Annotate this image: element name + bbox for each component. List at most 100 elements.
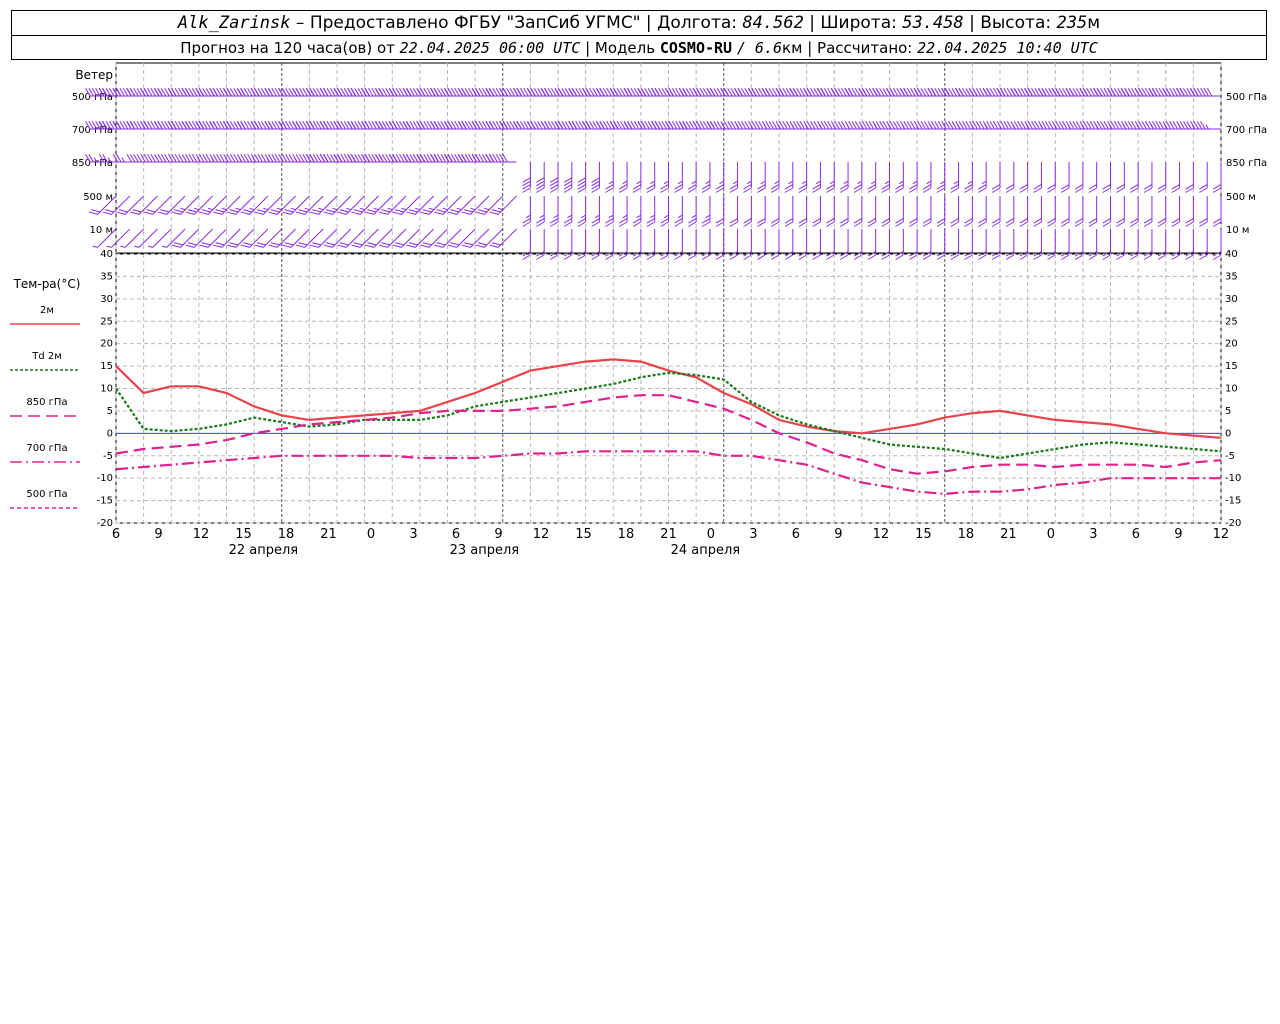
wind-barb-feather bbox=[674, 184, 683, 190]
wind-barb-feather bbox=[549, 180, 559, 187]
wind-barb-feather bbox=[679, 120, 685, 130]
wind-barb-feather bbox=[858, 87, 864, 97]
wind-barb-staff bbox=[166, 228, 186, 248]
wind-barb-feather bbox=[150, 153, 156, 163]
time-tick: 21 bbox=[320, 527, 337, 542]
wind-barb-feather bbox=[630, 87, 636, 97]
wind-barb-feather bbox=[499, 153, 505, 163]
wind-barb-feather bbox=[1155, 87, 1161, 97]
wind-barb-feather bbox=[623, 87, 630, 97]
wind-barb-feather bbox=[340, 153, 346, 163]
wind-barb-feather bbox=[454, 87, 460, 97]
wind-barb bbox=[840, 229, 849, 260]
wind-barb bbox=[1130, 162, 1139, 193]
wind-barb-feather bbox=[654, 87, 661, 97]
wind-barb-feather bbox=[167, 153, 174, 163]
wind-barb bbox=[161, 228, 186, 248]
wind-barb-feather bbox=[812, 187, 821, 193]
wind-barb-feather bbox=[102, 87, 108, 97]
time-tick: 21 bbox=[660, 527, 677, 542]
wind-barb-feather bbox=[121, 157, 125, 163]
wind-barb bbox=[1088, 229, 1098, 260]
wind-barb-feather bbox=[1074, 254, 1084, 260]
wind-barb-feather bbox=[330, 153, 336, 163]
wind-barb-feather bbox=[306, 87, 312, 97]
wind-barb-feather bbox=[395, 209, 405, 213]
wind-barb-feather bbox=[826, 254, 835, 260]
wind-barb-feather bbox=[105, 120, 112, 130]
wind-barb-feather bbox=[699, 120, 705, 130]
wind-barb-feather bbox=[789, 87, 795, 97]
wind-barb-feather bbox=[875, 87, 882, 97]
temp-series-3 bbox=[115, 450, 1221, 496]
wind-barb-feather bbox=[910, 120, 916, 130]
wind-barb-feather bbox=[737, 87, 744, 97]
wind-barb-feather bbox=[713, 120, 719, 130]
wind-barb-feather bbox=[1138, 120, 1144, 130]
wind-barb-feather bbox=[823, 120, 830, 130]
temp-legend-label: 700 гПа bbox=[26, 443, 67, 454]
wind-barb-feather bbox=[978, 184, 987, 190]
wind-barb-feather bbox=[803, 87, 809, 97]
wind-barb-feather bbox=[788, 180, 794, 185]
wind-barb-feather bbox=[770, 184, 780, 190]
wind-barb-feather bbox=[409, 120, 415, 130]
wind-barb bbox=[729, 229, 739, 260]
wind-barb-feather bbox=[585, 120, 592, 130]
wind-barb-feather bbox=[219, 87, 225, 97]
wind-barb-feather bbox=[723, 87, 730, 97]
wind-barb-feather bbox=[309, 87, 315, 97]
wind-barb-feather bbox=[909, 184, 918, 190]
wind-barb-feather bbox=[757, 254, 766, 260]
wind-barb-feather bbox=[212, 153, 219, 163]
wind-barb-feather bbox=[1199, 221, 1208, 227]
wind-barb-feather bbox=[802, 180, 807, 185]
wind-barb-feather bbox=[468, 153, 474, 163]
wind-barb bbox=[1074, 162, 1084, 193]
wind-barb-feather bbox=[658, 120, 664, 130]
temp-series-0 bbox=[115, 358, 1222, 439]
wind-barb-staff bbox=[442, 228, 462, 248]
wind-barb-feather bbox=[1055, 120, 1061, 130]
wind-barb-feather bbox=[941, 120, 947, 130]
wind-barb-feather bbox=[1051, 87, 1058, 97]
alt-label: Высота: bbox=[980, 13, 1052, 33]
wind-barb bbox=[434, 195, 462, 215]
wind-barb-feather bbox=[660, 184, 669, 190]
wind-barb-feather bbox=[549, 254, 559, 260]
wind-barb-feather bbox=[147, 120, 153, 130]
wind-barb-feather bbox=[188, 153, 194, 163]
wind-barb-feather bbox=[841, 120, 847, 130]
wind-barb-feather bbox=[685, 87, 692, 97]
wind-barb-feather bbox=[1005, 254, 1015, 260]
wind-barb-feather bbox=[120, 245, 126, 248]
wind-barb-staff bbox=[442, 195, 462, 215]
wind-barb-feather bbox=[164, 87, 170, 97]
wind-barb-feather bbox=[333, 120, 340, 130]
wind-barb-feather bbox=[596, 87, 602, 97]
wind-barb-feather bbox=[602, 120, 609, 130]
wind-barb bbox=[199, 228, 227, 248]
wind-barb-feather bbox=[730, 120, 736, 130]
wind-barb-feather bbox=[191, 153, 198, 163]
wind-barb-feather bbox=[290, 207, 296, 211]
wind-barb-staff bbox=[497, 195, 517, 215]
wind-barb-feather bbox=[495, 87, 502, 97]
wind-barb bbox=[660, 229, 669, 260]
wind-barb-feather bbox=[440, 87, 446, 97]
wind-barb bbox=[549, 162, 559, 193]
wind-barb-feather bbox=[133, 120, 139, 130]
wind-barb-feather bbox=[1116, 187, 1125, 193]
wind-barb-feather bbox=[485, 120, 491, 130]
temp-ytick-right: 5 bbox=[1225, 406, 1231, 417]
wind-barb-feather bbox=[171, 244, 181, 248]
wind-barb-feather bbox=[536, 177, 545, 183]
wind-barb-feather bbox=[1041, 87, 1047, 97]
wind-barb-staff bbox=[345, 228, 365, 248]
wind-barb-feather bbox=[729, 187, 738, 193]
wind-barb-feather bbox=[1185, 221, 1194, 227]
wind-barb-feather bbox=[447, 87, 453, 97]
wind-barb-feather bbox=[1003, 87, 1009, 97]
wind-barb-staff bbox=[456, 228, 476, 248]
wind-barb-feather bbox=[558, 120, 564, 130]
